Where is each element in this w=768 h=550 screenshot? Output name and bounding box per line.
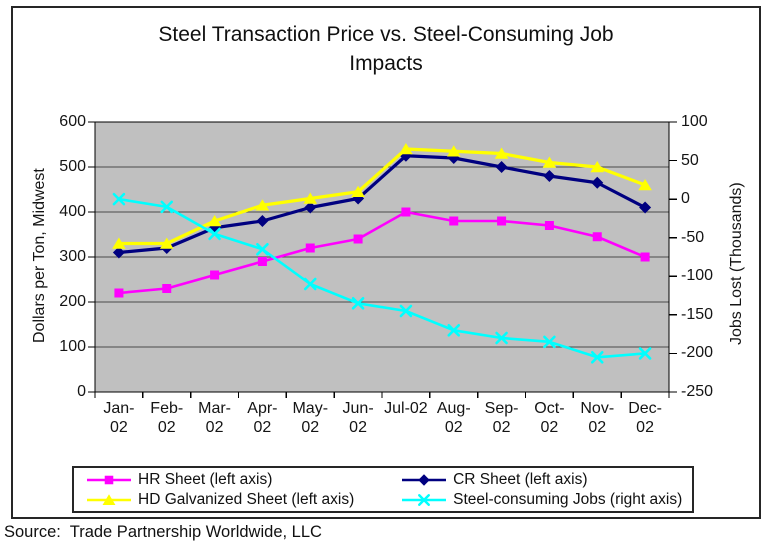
series-markers-hd-galvanized-sheet-left-axis bbox=[112, 143, 652, 249]
x-marker-icon bbox=[402, 493, 447, 506]
series-steel-consuming-jobs-right-axis bbox=[112, 192, 652, 364]
chart-title-line1: Steel Transaction Price vs. Steel-Consum… bbox=[158, 23, 614, 46]
x-tick-label-aug-02: Aug- 02 bbox=[436, 400, 471, 436]
x-tick-label-mar-02: Mar- 02 bbox=[198, 400, 232, 436]
y-left-tick-label: 300 bbox=[59, 248, 86, 265]
y-right-tick-label: 100 bbox=[681, 113, 708, 130]
y-left-tick-label: 400 bbox=[59, 203, 86, 220]
legend-item-label: CR Sheet (left axis) bbox=[453, 470, 588, 488]
axis-tick-marks bbox=[88, 121, 677, 398]
y-right-tick-label: -250 bbox=[681, 383, 714, 400]
chart-title: Steel Transaction Price vs. Steel-Consum… bbox=[11, 20, 761, 78]
chart-title-line2: Impacts bbox=[349, 52, 423, 75]
legend-item-hr-sheet-left-axis: HR Sheet (left axis) bbox=[86, 471, 401, 489]
y-right-tick-label: -150 bbox=[681, 305, 714, 323]
series-hr-sheet-left-axis bbox=[114, 207, 650, 298]
y-left-tick-label: 0 bbox=[77, 383, 86, 400]
legend-item-label: HD Galvanized Sheet (left axis) bbox=[138, 490, 355, 508]
legend-item-label: HR Sheet (left axis) bbox=[138, 470, 273, 488]
y-right-tick-label: 50 bbox=[681, 151, 699, 169]
x-tick-label-jan-02: Jan- 02 bbox=[103, 400, 135, 436]
diamond-marker-icon bbox=[402, 473, 447, 486]
series-cr-sheet-left-axis bbox=[112, 149, 652, 259]
triangle-marker-icon bbox=[87, 493, 131, 505]
left-axis-title: Dollars per Ton, Midwest bbox=[31, 168, 48, 343]
x-tick-label-oct-02: Oct- 02 bbox=[534, 400, 565, 436]
series-hd-galvanized-sheet-left-axis bbox=[112, 143, 652, 249]
x-tick-label-sep-02: Sep- 02 bbox=[484, 400, 519, 436]
right-axis-title: Jobs Lost (Thousands) bbox=[728, 182, 745, 345]
source-note: Source: Trade Partnership Worldwide, LLC bbox=[4, 523, 322, 541]
y-right-tick-label: 0 bbox=[681, 190, 690, 208]
x-tick-label-nov-02: Nov- 02 bbox=[580, 400, 615, 436]
y-left-tick-label: 100 bbox=[59, 338, 86, 355]
series-markers-steel-consuming-jobs-right-axis bbox=[112, 192, 652, 364]
x-tick-label-jul-02: Jul-02 bbox=[384, 400, 428, 417]
legend-item-label: Steel-consuming Jobs (right axis) bbox=[453, 490, 683, 508]
x-tick-label-may-02: May- 02 bbox=[292, 400, 329, 436]
legend-item-cr-sheet-left-axis: CR Sheet (left axis) bbox=[401, 471, 692, 489]
y-left-tick-label: 200 bbox=[59, 293, 86, 310]
series-markers-hr-sheet-left-axis bbox=[114, 207, 650, 298]
legend-item-steel-consuming-jobs-right-axis: Steel-consuming Jobs (right axis) bbox=[401, 491, 692, 509]
series-markers-cr-sheet-left-axis bbox=[112, 149, 652, 259]
x-tick-label-jun-02: Jun- 02 bbox=[342, 400, 374, 436]
x-tick-label-feb-02: Feb- 02 bbox=[150, 400, 184, 436]
x-tick-label-apr-02: Apr- 02 bbox=[247, 400, 278, 436]
square-marker-icon bbox=[87, 475, 131, 484]
x-tick-label-dec-02: Dec- 02 bbox=[628, 400, 662, 436]
legend-item-hd-galvanized-sheet-left-axis: HD Galvanized Sheet (left axis) bbox=[86, 491, 401, 509]
chart-legend: HR Sheet (left axis) CR Sheet (left axis)… bbox=[72, 466, 694, 513]
y-right-tick-label: -200 bbox=[681, 344, 714, 362]
y-right-tick-label: -100 bbox=[681, 267, 714, 285]
y-left-tick-label: 600 bbox=[59, 113, 86, 130]
y-right-tick-label: -50 bbox=[681, 228, 705, 246]
y-left-tick-label: 500 bbox=[59, 158, 86, 175]
